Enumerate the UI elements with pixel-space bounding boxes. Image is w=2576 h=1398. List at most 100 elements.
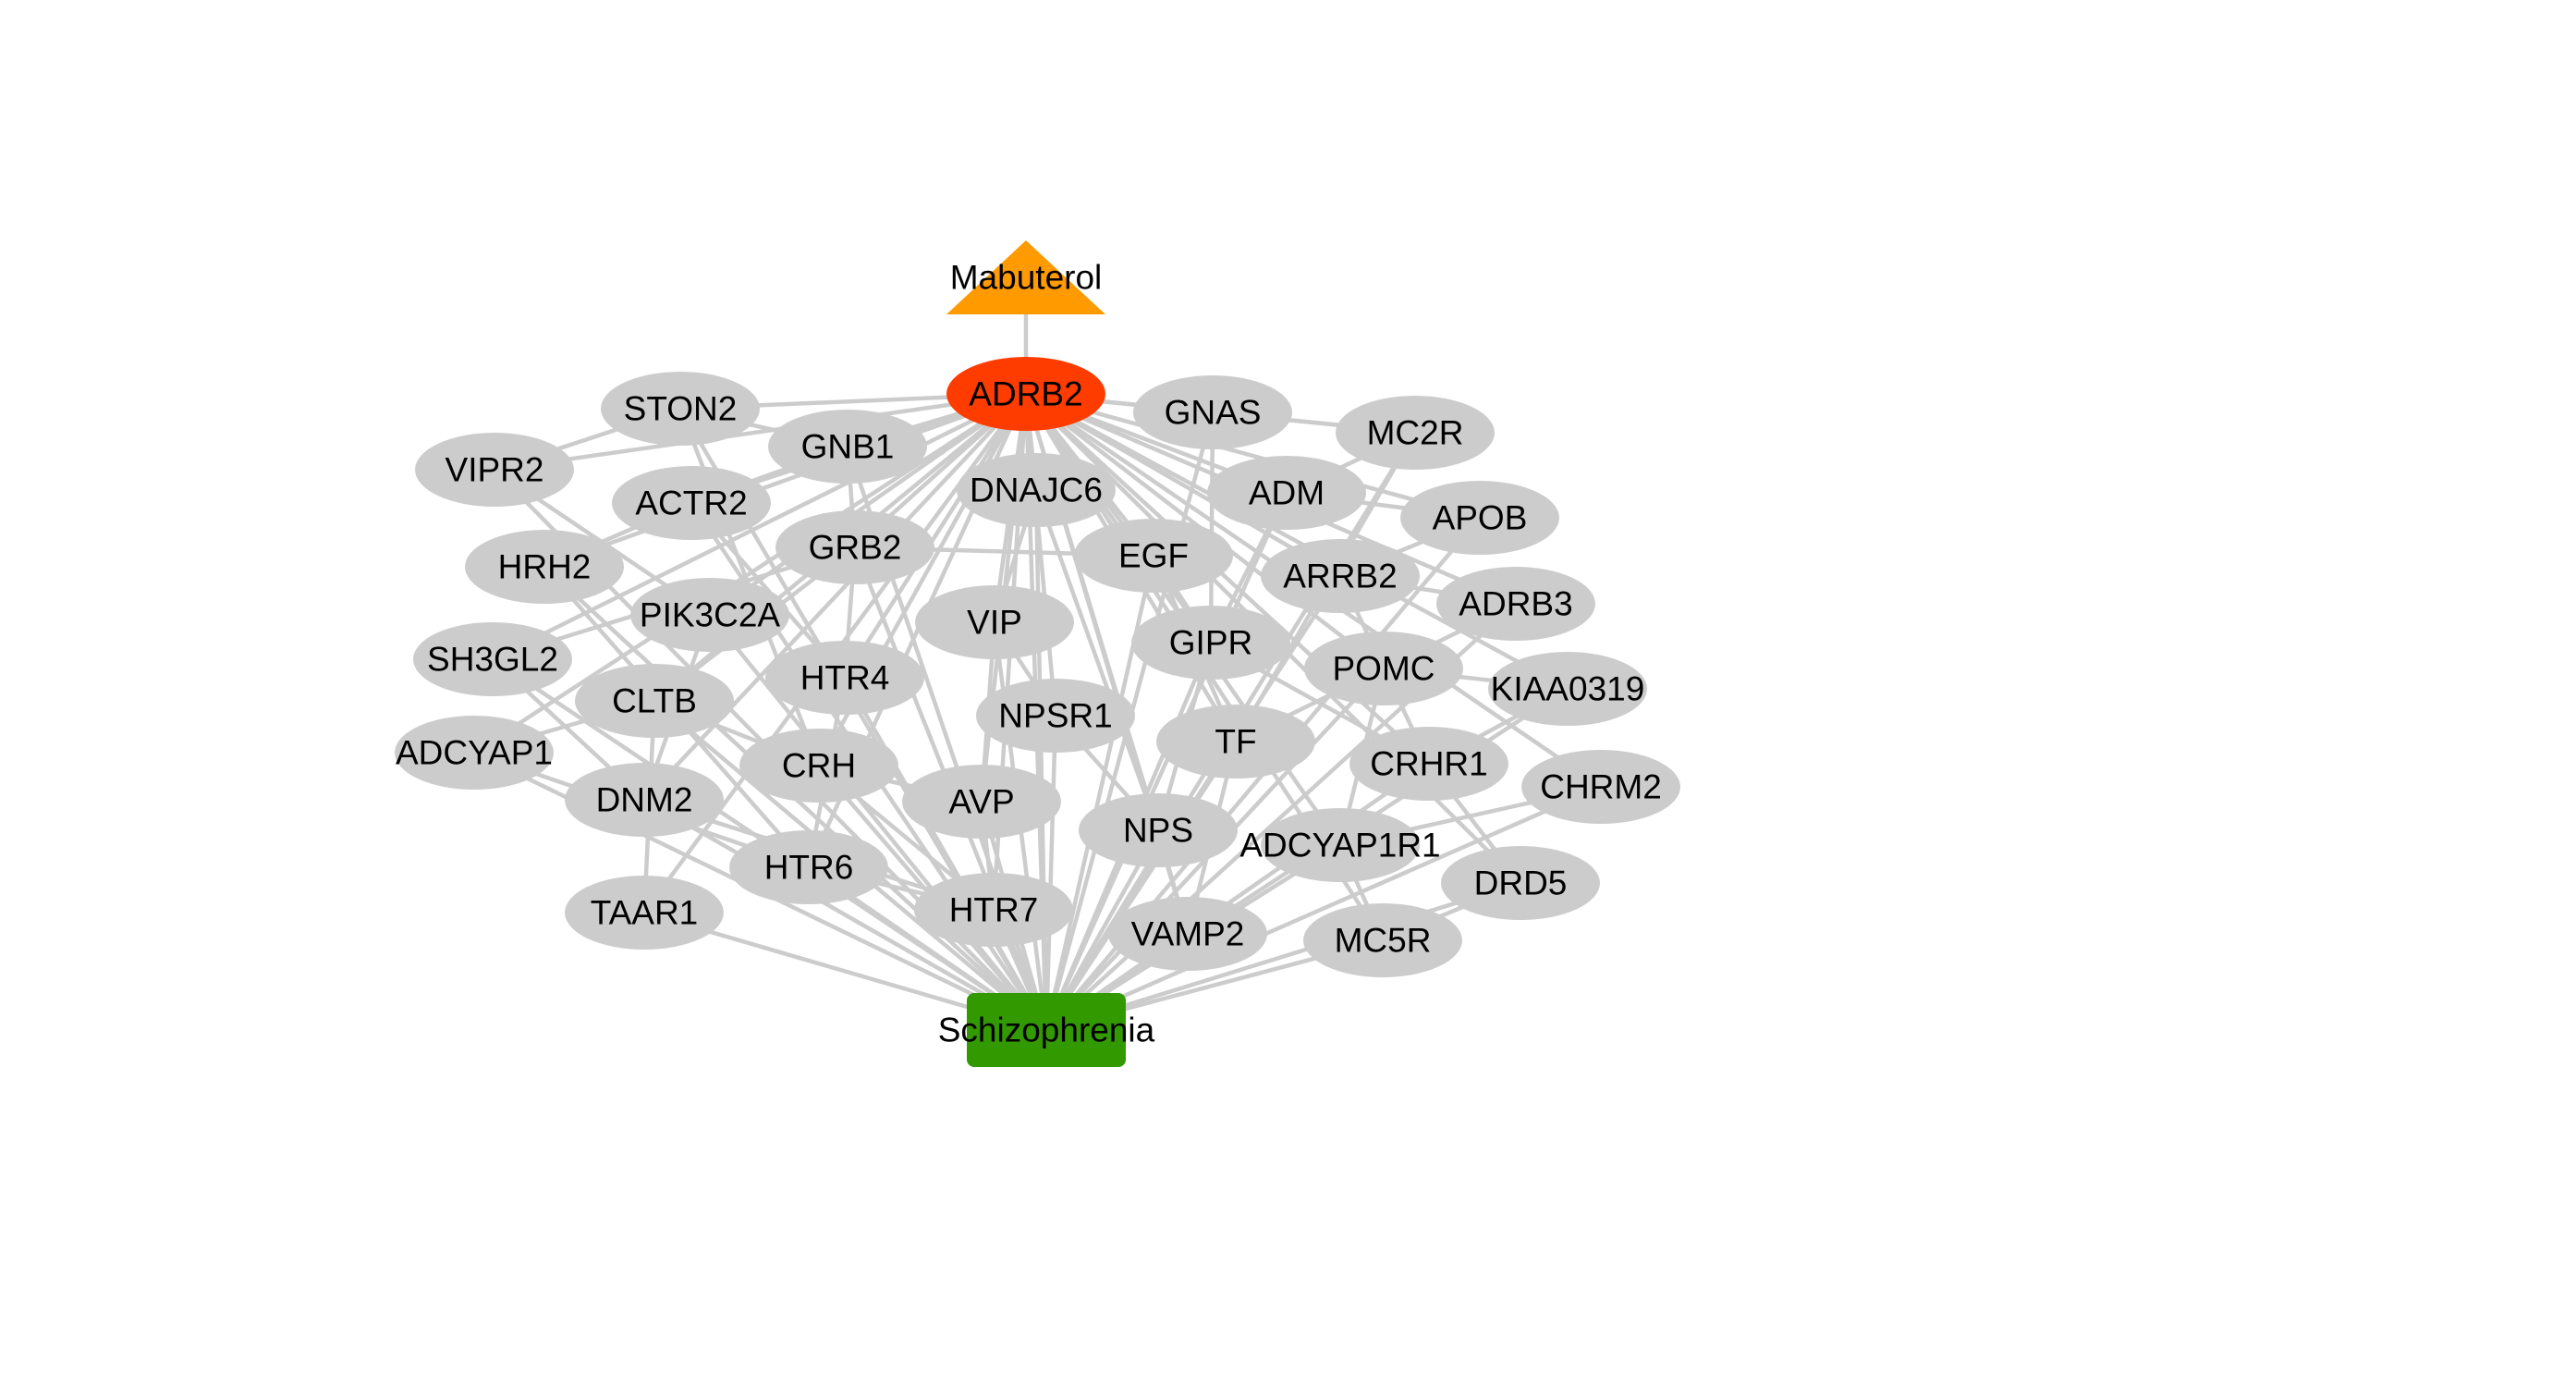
gene-node-crhr1[interactable]: CRHR1 — [1349, 727, 1508, 801]
gene-node-label: APOB — [1433, 499, 1528, 537]
gene-node-label: SH3GL2 — [427, 641, 558, 679]
gene-node-vipr2[interactable]: VIPR2 — [415, 433, 574, 507]
target-node-adrb2[interactable]: ADRB2 — [946, 357, 1105, 431]
gene-node-shape — [1400, 481, 1559, 555]
gene-node-label: HTR6 — [764, 849, 854, 887]
target-node-label: ADRB2 — [969, 375, 1082, 413]
edge-dnm2-disease — [642, 798, 1048, 1032]
gene-node-shape — [1441, 846, 1600, 920]
gene-node-ston2[interactable]: STON2 — [601, 372, 760, 446]
gene-node-chrm2[interactable]: CHRM2 — [1521, 750, 1680, 824]
edge-htr4-disease — [843, 676, 1048, 1032]
gene-node-htr4[interactable]: HTR4 — [765, 641, 924, 715]
gene-node-label: GIPR — [1169, 624, 1252, 662]
gene-node-shape — [957, 453, 1116, 527]
gene-node-gnas[interactable]: GNAS — [1133, 375, 1292, 449]
edge-target-dnm2 — [642, 392, 1028, 802]
edge-target-hrh2 — [543, 391, 1027, 570]
gene-node-gipr[interactable]: GIPR — [1131, 606, 1290, 680]
edge-adm-disease — [1044, 492, 1289, 1031]
gene-node-shape — [1261, 808, 1420, 882]
gene-node-adm[interactable]: ADM — [1207, 456, 1366, 530]
gene-node-label: ARRB2 — [1283, 558, 1397, 595]
gene-node-apob[interactable]: APOB — [1400, 481, 1559, 555]
gene-node-shape — [1079, 793, 1238, 867]
gene-node-adcyap1[interactable]: ADCYAP1 — [395, 716, 554, 790]
gene-node-vip[interactable]: VIP — [915, 585, 1074, 659]
gene-node-egf[interactable]: EGF — [1074, 519, 1233, 593]
gene-node-label: VIPR2 — [446, 451, 544, 489]
gene-node-avp[interactable]: AVP — [902, 765, 1061, 839]
gene-node-pomc[interactable]: POMC — [1304, 632, 1463, 705]
gene-node-label: STON2 — [624, 390, 738, 428]
edge-gnas-gipr — [1208, 411, 1215, 644]
gene-node-npsr1[interactable]: NPSR1 — [976, 679, 1135, 753]
gene-node-shape — [1074, 519, 1233, 593]
gene-node-pik3c2a[interactable]: PIK3C2A — [630, 578, 789, 652]
edge-npsr1-disease — [1044, 715, 1058, 1031]
edge-pik3c2a-disease — [708, 613, 1048, 1032]
gene-node-shape — [775, 510, 934, 584]
gene-node-label: CHRM2 — [1540, 768, 1662, 806]
gene-node-grb2[interactable]: GRB2 — [775, 510, 934, 584]
gene-node-shape — [1261, 539, 1420, 613]
gene-node-label: PIK3C2A — [640, 596, 781, 634]
gene-node-shape — [1336, 396, 1495, 470]
gene-node-shape — [729, 830, 888, 904]
gene-node-crh[interactable]: CRH — [739, 729, 898, 803]
gene-node-arrb2[interactable]: ARRB2 — [1261, 539, 1420, 613]
gene-node-adcyap1r1[interactable]: ADCYAP1R1 — [1239, 808, 1441, 882]
gene-node-gnb1[interactable]: GNB1 — [768, 410, 927, 484]
gene-node-dnm2[interactable]: DNM2 — [565, 763, 724, 837]
gene-node-label: GRB2 — [809, 529, 902, 567]
gene-node-label: MC5R — [1335, 922, 1432, 960]
edge-target-kiaa0319 — [1024, 392, 1569, 691]
gene-node-taar1[interactable]: TAAR1 — [565, 876, 724, 950]
gene-node-vamp2[interactable]: VAMP2 — [1108, 897, 1267, 971]
gene-node-tf[interactable]: TF — [1156, 705, 1315, 779]
gene-node-shape — [914, 873, 1073, 947]
gene-node-shape — [465, 530, 624, 604]
edge-target-apob — [1025, 391, 1481, 521]
gene-node-htr7[interactable]: HTR7 — [914, 873, 1073, 947]
gene-node-label: VAMP2 — [1131, 915, 1245, 953]
gene-node-kiaa0319[interactable]: KIAA0319 — [1488, 652, 1647, 726]
gene-node-sh3gl2[interactable]: SH3GL2 — [413, 622, 572, 696]
gene-node-shape — [765, 641, 924, 715]
edge-crhr1-disease — [1044, 762, 1431, 1032]
gene-node-shape — [565, 763, 724, 837]
gene-node-nps[interactable]: NPS — [1079, 793, 1238, 867]
gene-node-hrh2[interactable]: HRH2 — [465, 530, 624, 604]
gene-node-label: CLTB — [612, 682, 697, 720]
disease-node-shape — [967, 993, 1126, 1067]
gene-node-label: TAAR1 — [591, 894, 699, 932]
gene-node-shape — [1304, 632, 1463, 705]
gene-node-htr6[interactable]: HTR6 — [729, 830, 888, 904]
gene-node-dnajc6[interactable]: DNAJC6 — [957, 453, 1116, 527]
gene-node-shape — [1349, 727, 1508, 801]
gene-node-drd5[interactable]: DRD5 — [1441, 846, 1600, 920]
gene-node-label: NPS — [1123, 812, 1193, 850]
gene-node-shape — [1133, 375, 1292, 449]
gene-node-mc5r[interactable]: MC5R — [1303, 903, 1462, 977]
gene-node-actr2[interactable]: ACTR2 — [612, 466, 771, 540]
gene-node-label: ACTR2 — [635, 484, 747, 522]
drug-node-mabuterol[interactable]: Mabuterol — [946, 240, 1105, 314]
gene-node-shape — [1131, 606, 1290, 680]
edge-target-adcyap1 — [472, 392, 1028, 754]
gene-node-label: HRH2 — [498, 548, 592, 586]
gene-node-label: CRH — [782, 747, 856, 785]
gene-node-label: ADM — [1249, 474, 1325, 512]
gene-node-label: ADRB3 — [1459, 585, 1572, 623]
gene-node-adrb3[interactable]: ADRB3 — [1436, 567, 1595, 641]
gene-node-mc2r[interactable]: MC2R — [1336, 396, 1495, 470]
edge-target-htr4 — [843, 392, 1028, 680]
gene-node-shape — [575, 664, 734, 738]
target-node-shape — [946, 357, 1105, 431]
disease-node-label: Schizophrenia — [938, 1012, 1155, 1049]
gene-node-cltb[interactable]: CLTB — [575, 664, 734, 738]
disease-node-schizophrenia[interactable]: Schizophrenia — [938, 993, 1155, 1067]
gene-node-shape — [1488, 652, 1647, 726]
gene-node-shape — [976, 679, 1135, 753]
gene-node-label: KIAA0319 — [1491, 670, 1645, 708]
